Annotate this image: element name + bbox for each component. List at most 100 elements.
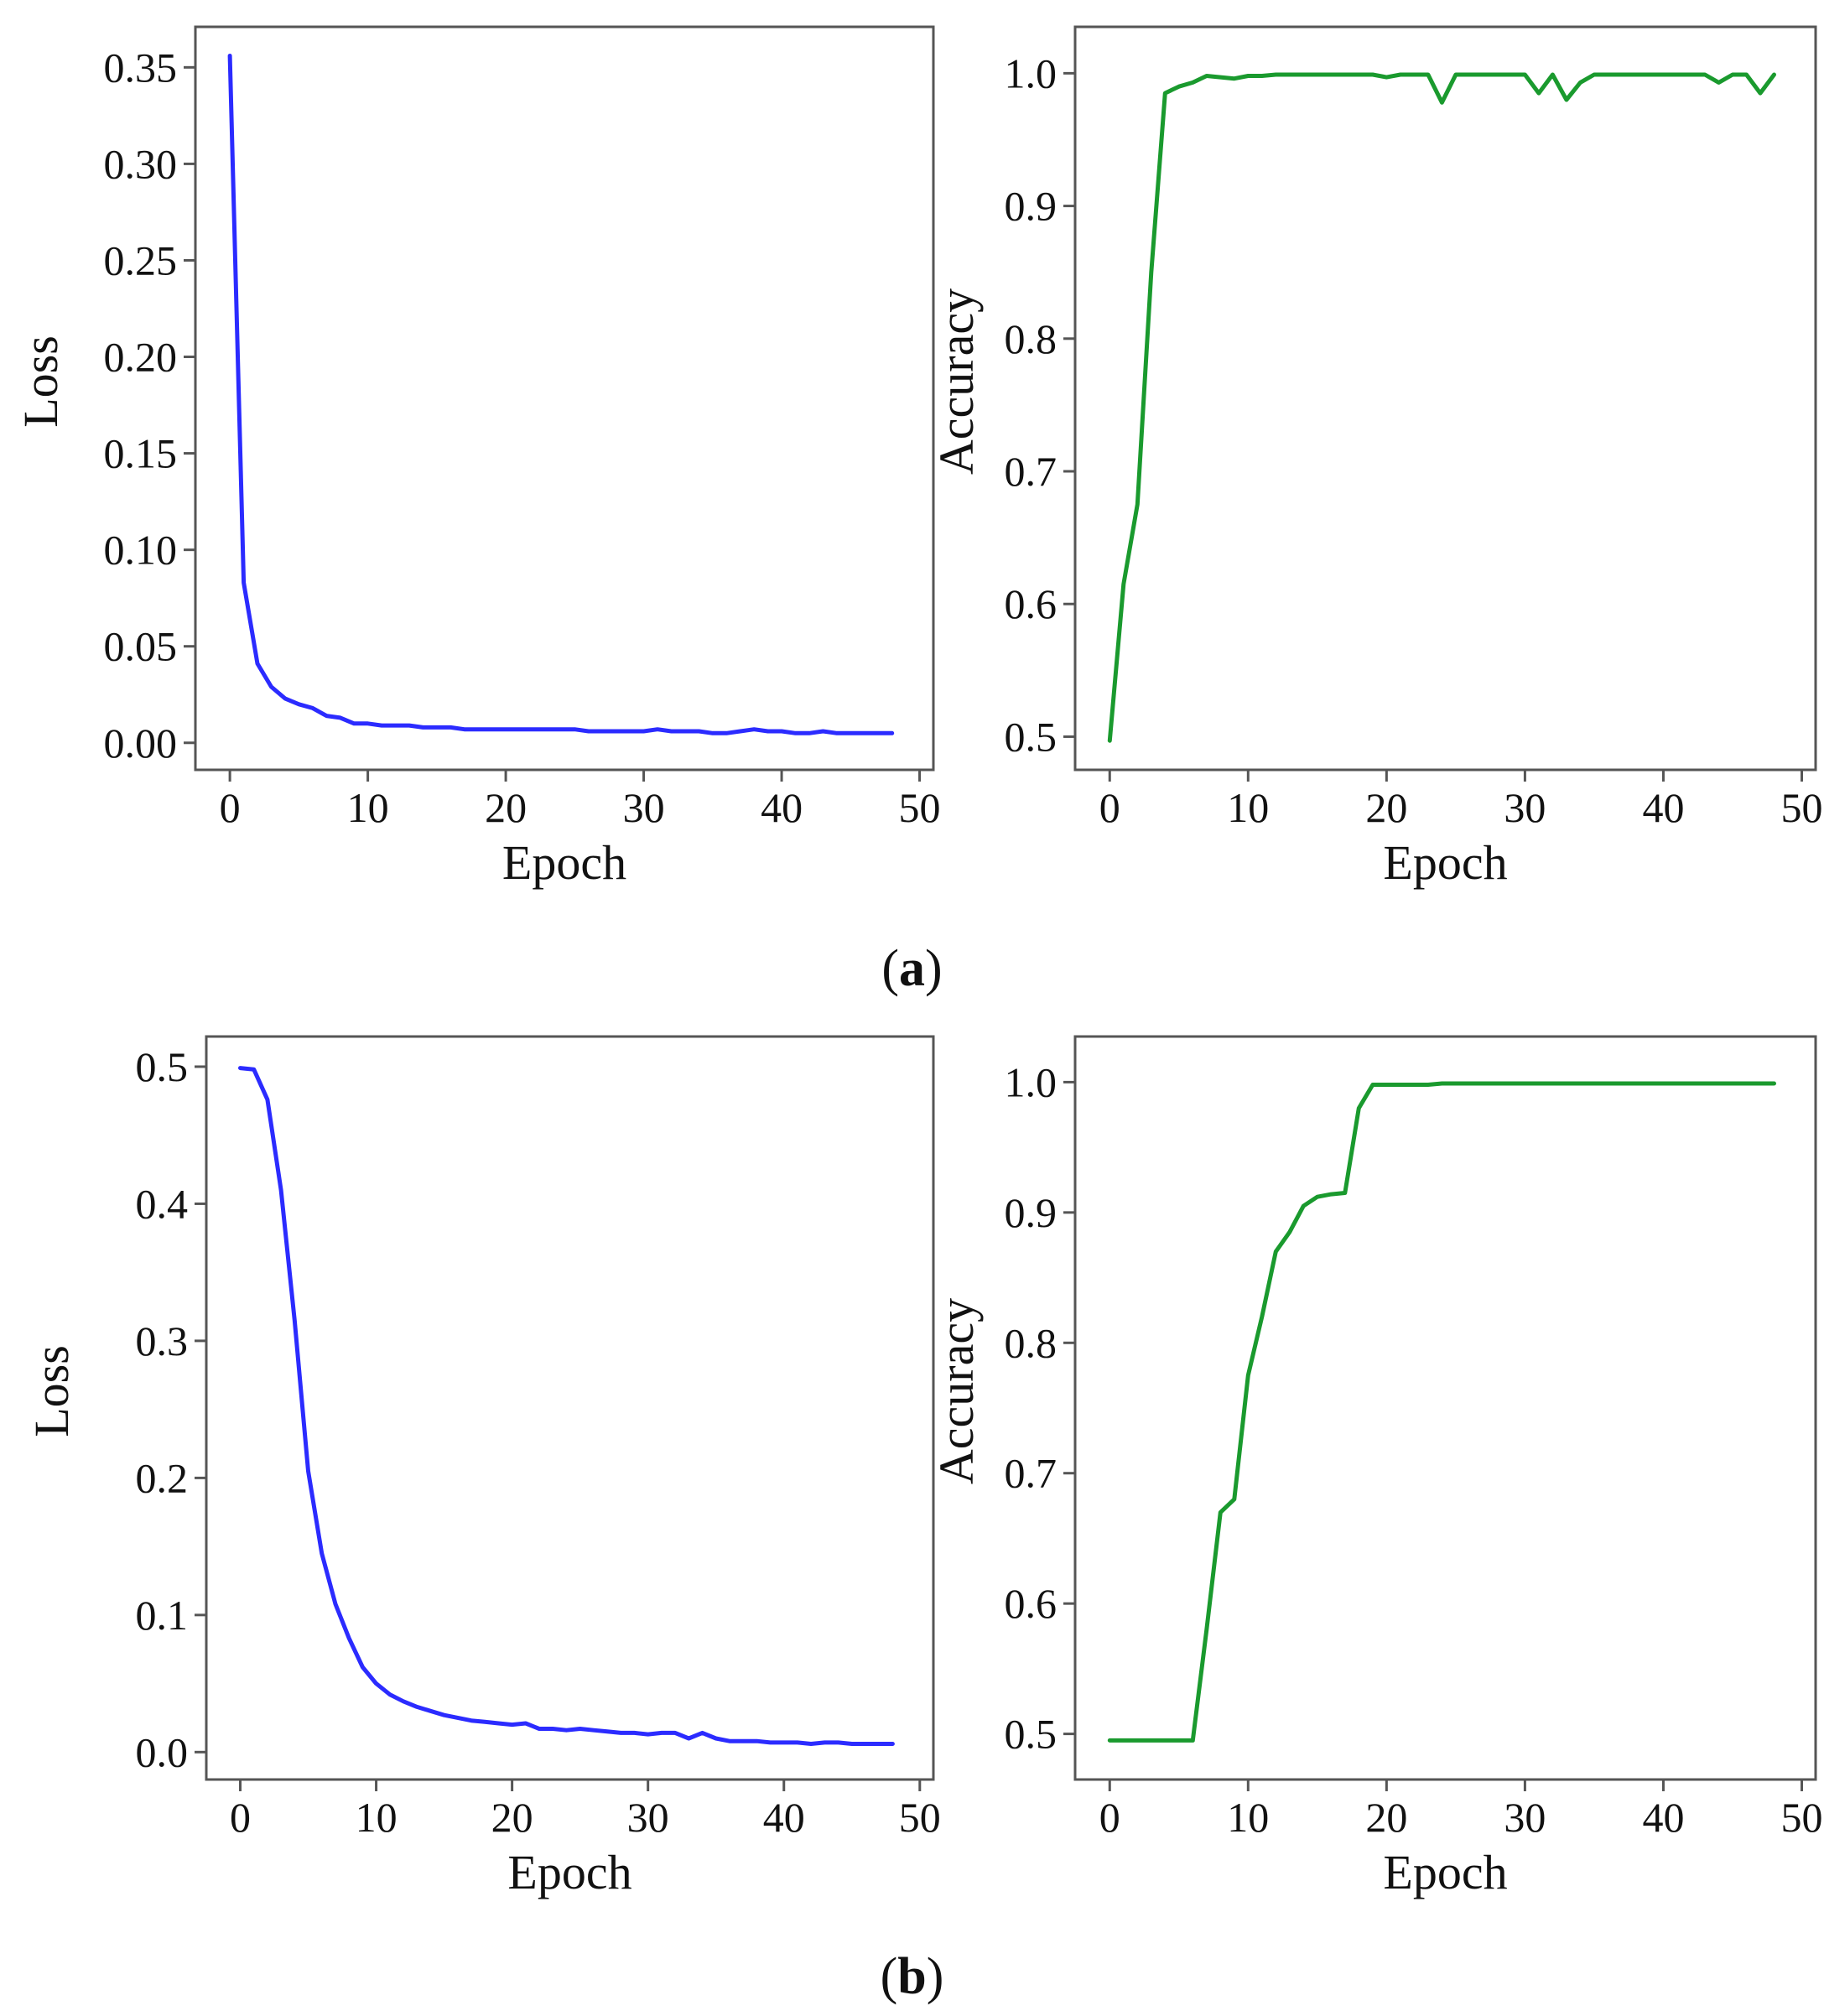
data-point [1329, 73, 1333, 76]
y-tick-label: 0.5 [136, 1043, 189, 1090]
data-point [375, 1682, 378, 1686]
data-point [739, 730, 742, 733]
data-point [242, 581, 246, 585]
data-point [1565, 98, 1568, 101]
y-tick-label: 0.2 [136, 1454, 189, 1501]
x-tick-label: 30 [623, 784, 665, 831]
x-tick-label: 20 [491, 1794, 533, 1841]
data-point [837, 1741, 840, 1744]
plot-frame [205, 1035, 935, 1781]
data-point [283, 697, 287, 700]
y-tick-label: 0.9 [1005, 1189, 1058, 1236]
x-tick-label: 10 [1227, 1794, 1269, 1841]
series-line-loss [238, 1066, 895, 1746]
data-point [463, 728, 466, 731]
x-tick-label: 40 [1642, 784, 1684, 831]
data-point [1578, 1082, 1582, 1085]
data-point [1177, 85, 1181, 88]
chart-b-acc: 0 10 20 30 40 50 0.5 0.6 0.7 0.8 0.9 1.0 Epoch Accura… [929, 1035, 1822, 1899]
data-point [628, 730, 631, 733]
data-point [1523, 73, 1526, 76]
data-point [615, 730, 618, 733]
data-point [1593, 73, 1596, 76]
data-point [1385, 75, 1388, 79]
data-point [1703, 73, 1707, 76]
x-tick-label: 40 [761, 784, 803, 831]
data-point [755, 1739, 758, 1743]
x-tick-label: 40 [1642, 1794, 1684, 1841]
y-tick-label: 1.0 [1005, 1058, 1058, 1105]
data-point [1260, 75, 1264, 78]
plot-frame [194, 25, 935, 772]
data-point [1343, 1192, 1347, 1195]
y-tick-label: 0.25 [104, 236, 178, 283]
data-point [1246, 75, 1250, 78]
data-point [891, 731, 894, 735]
data-point [1329, 1192, 1333, 1196]
data-point [1274, 1250, 1277, 1253]
data-point [1772, 73, 1775, 76]
data-point [564, 1728, 568, 1732]
y-tick-label: 0.35 [104, 44, 178, 91]
data-point [1510, 1082, 1513, 1085]
y-axis-title: Accuracy [929, 1298, 984, 1484]
data-point [1233, 1498, 1236, 1501]
data-point [1759, 91, 1762, 95]
y-axis-title: Accuracy [929, 288, 984, 475]
data-point [1661, 73, 1665, 76]
data-point [1676, 73, 1679, 76]
data-point [752, 728, 756, 731]
data-point [876, 731, 880, 735]
data-point [849, 731, 852, 735]
y-tick-label: 0.30 [104, 140, 178, 187]
data-point [780, 730, 783, 733]
data-point [297, 703, 300, 706]
y-tick-label: 0.20 [104, 334, 178, 381]
data-point [388, 1693, 392, 1696]
series-line-loss [227, 54, 895, 735]
x-tick-label: 30 [1504, 784, 1546, 831]
x-axis-title: Epoch [1383, 1845, 1507, 1899]
data-point [1454, 73, 1458, 76]
data-point [307, 1469, 310, 1473]
x-tick-label: 30 [627, 1794, 669, 1841]
data-point [435, 725, 439, 729]
data-point [1316, 1195, 1319, 1198]
data-point [687, 1737, 690, 1740]
data-point [443, 1713, 446, 1717]
data-point [683, 730, 687, 733]
data-point [511, 1723, 514, 1727]
data-point [1385, 1083, 1388, 1087]
data-point [483, 1720, 486, 1723]
data-point [1717, 1082, 1720, 1085]
x-axis-title: Epoch [1383, 835, 1507, 890]
y-tick-label: 0.6 [1005, 1580, 1058, 1627]
data-point [660, 1731, 663, 1734]
data-point [470, 1719, 473, 1722]
data-point [1482, 1082, 1485, 1085]
x-tick-label: 20 [1365, 784, 1407, 831]
data-point [715, 1737, 718, 1740]
data-point [632, 1731, 636, 1734]
chart-a-acc: 0 10 20 30 40 50 0.5 0.6 0.7 0.8 0.9 1.0 Epoch Accura… [929, 25, 1822, 890]
data-point [1357, 1106, 1360, 1109]
data-point [476, 728, 480, 731]
data-point [823, 1741, 826, 1744]
data-point [725, 731, 728, 735]
data-point [1426, 1083, 1430, 1087]
data-point [1744, 1082, 1748, 1085]
y-axis-title: Loss [13, 335, 68, 428]
data-point [863, 731, 866, 735]
data-point [252, 1068, 256, 1071]
data-point [1703, 1082, 1707, 1085]
data-point [1482, 73, 1485, 76]
series-line-accuracy [1107, 72, 1776, 743]
chart-a-loss: 0 10 20 30 40 50 0.00 0.05 0.10 0.15 0.20 0.25 0.30 0… [13, 25, 941, 890]
x-tick-label: 20 [1365, 1794, 1407, 1841]
data-point [769, 1741, 772, 1744]
data-point [697, 730, 700, 733]
data-point [408, 724, 411, 727]
x-tick-label: 10 [347, 784, 389, 831]
x-tick-label: 50 [1780, 1794, 1822, 1841]
data-point [1772, 1082, 1775, 1085]
